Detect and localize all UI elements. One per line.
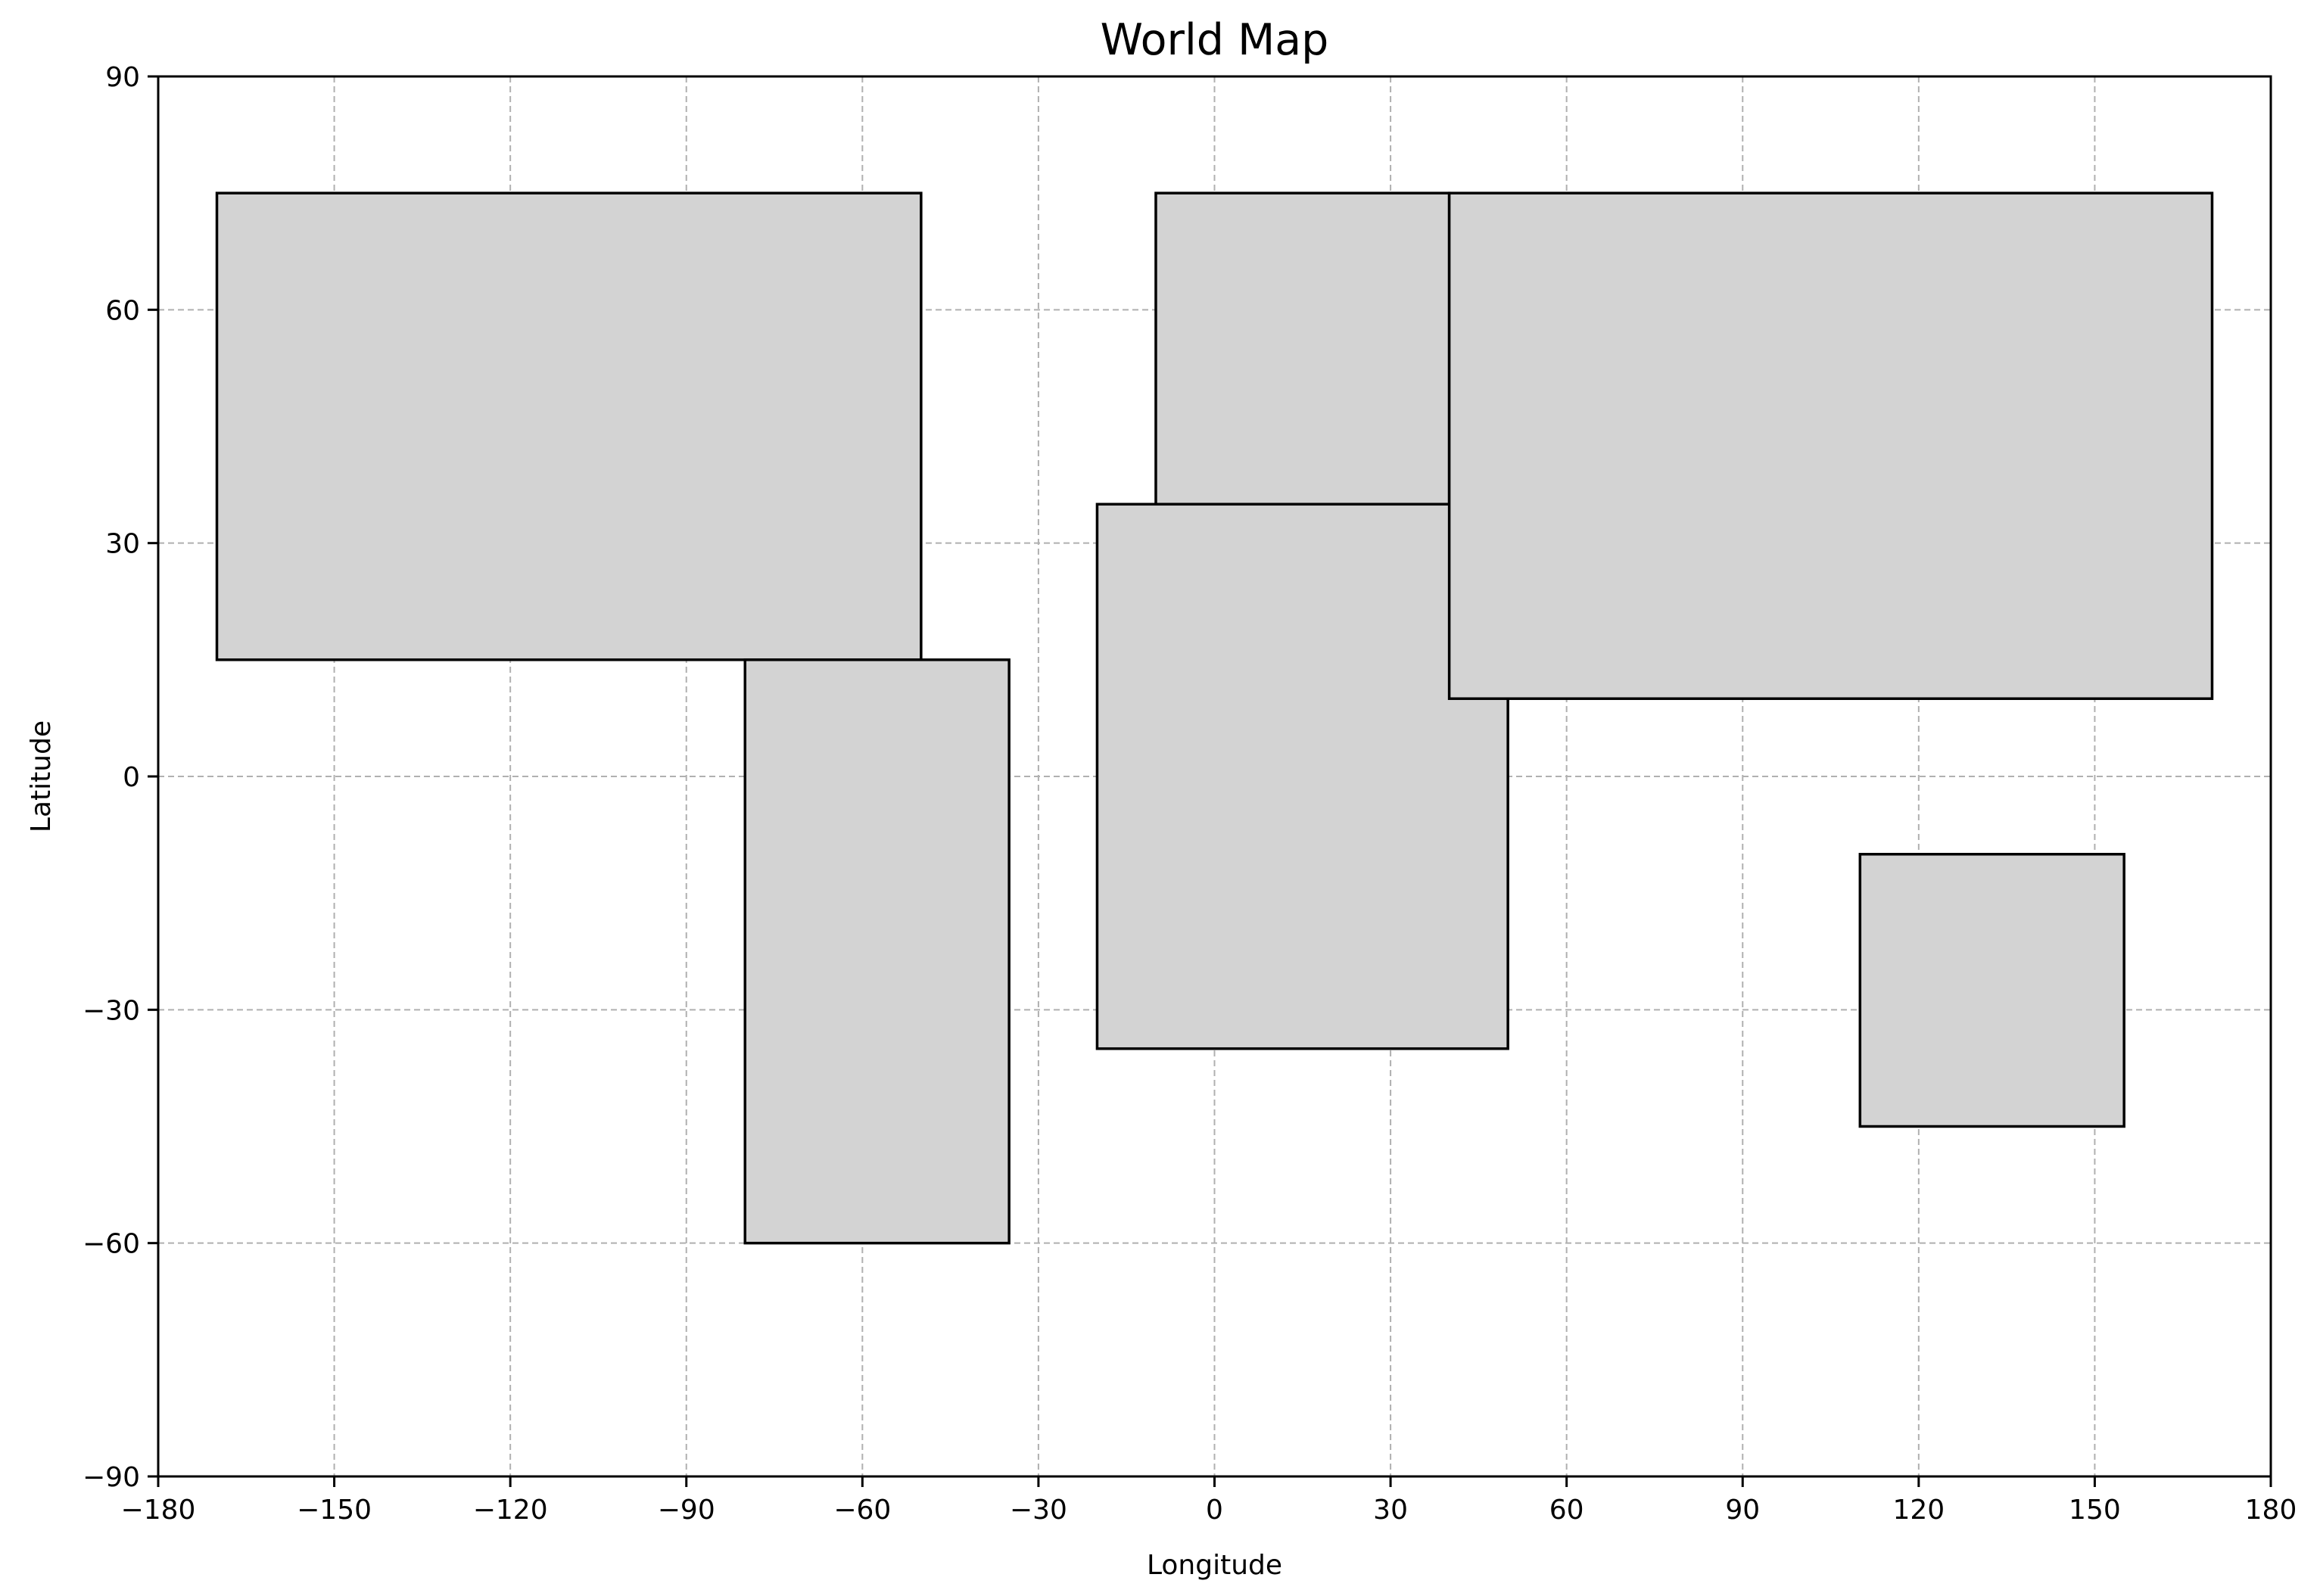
map-regions <box>215 191 2214 1245</box>
y-tick-label: 0 <box>123 762 140 793</box>
map-region-4 <box>1095 502 1509 1050</box>
x-tick-label: 60 <box>1549 1495 1584 1526</box>
x-tick-label: −90 <box>658 1495 715 1526</box>
x-tick-label: −180 <box>121 1495 196 1526</box>
map-region-5 <box>1447 191 2214 700</box>
x-tick-label: −60 <box>833 1495 891 1526</box>
x-tick-label: 180 <box>2245 1495 2297 1526</box>
y-tick-label: −30 <box>83 995 140 1026</box>
x-tick-label: 120 <box>1892 1495 1945 1526</box>
map-region-2 <box>743 658 1011 1245</box>
y-tick-label: 90 <box>105 62 140 93</box>
y-tick-label: 60 <box>105 295 140 326</box>
axis-ticks: −180 −150 −120 −90 −60 −30 0 30 60 90 120 150 180 −90… <box>83 62 2297 1526</box>
chart-title: World Map <box>1101 15 1329 65</box>
y-tick-label: −60 <box>83 1229 140 1260</box>
y-tick-label: −90 <box>83 1462 140 1493</box>
x-tick-label: 30 <box>1373 1495 1408 1526</box>
x-tick-label: −120 <box>473 1495 548 1526</box>
x-axis-label: Longitude <box>1147 1550 1282 1581</box>
x-tick-label: 90 <box>1725 1495 1760 1526</box>
y-axis-label: Latitude <box>26 720 57 832</box>
x-tick-label: −150 <box>297 1495 372 1526</box>
y-tick-label: 30 <box>105 529 140 560</box>
map-region-6 <box>1858 853 2125 1128</box>
x-tick-label: 150 <box>2069 1495 2121 1526</box>
map-region-3 <box>1154 191 1451 506</box>
x-tick-label: −30 <box>1010 1495 1067 1526</box>
map-region-1 <box>215 191 923 661</box>
x-tick-label: 0 <box>1206 1495 1223 1526</box>
